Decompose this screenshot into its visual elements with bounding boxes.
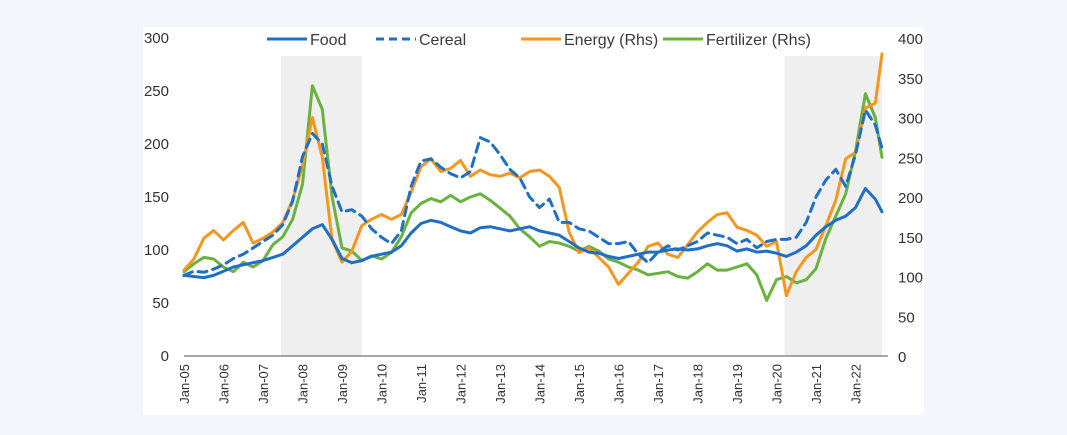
y2-tick-label: 50 [898, 309, 915, 326]
y2-tick-label: 150 [898, 230, 923, 247]
shaded-periods [280, 56, 882, 356]
x-tick-label: Jan-11 [414, 364, 429, 403]
x-tick-label: Jan-17 [651, 364, 666, 404]
y-tick-label: 150 [144, 189, 169, 206]
x-tick-label: Jan-06 [217, 364, 232, 404]
y-tick-label: 200 [144, 136, 169, 153]
left-axis: 0 50 100 150 200 250 300 [144, 30, 169, 365]
series-line-fertilizer-rhs [182, 84, 884, 302]
x-tick-label: Jan-09 [335, 364, 350, 404]
y2-tick-label: 250 [898, 150, 923, 167]
series-lines [182, 52, 884, 302]
x-tick-label: Jan-19 [730, 364, 745, 404]
y2-tick-label: 300 [898, 111, 923, 128]
x-tick-label: Jan-18 [691, 364, 706, 404]
x-tick-label: Jan-10 [375, 364, 390, 404]
series-line-food [182, 187, 884, 280]
x-tick-label: Jan-12 [454, 364, 469, 404]
series-line-energy-rhs [182, 52, 884, 298]
y2-tick-label: 100 [898, 270, 923, 287]
x-tick-label: Jan-14 [533, 364, 548, 404]
legend-label: Food [310, 32, 346, 49]
x-tick-label: Jan-15 [572, 364, 587, 404]
right-axis: 0 50 100 150 200 250 300 350 400 [898, 31, 923, 366]
line-chart: 0 50 100 150 200 250 300 0 50 100 150 200 250 300 350… [144, 30, 923, 404]
series-line-cereal [182, 108, 884, 277]
legend-label: Cereal [419, 32, 466, 49]
y2-tick-label: 400 [898, 31, 923, 48]
x-axis: Jan-05 Jan-06 Jan-07 Jan-08 Jan-09 Jan-10 Jan-… [177, 355, 888, 404]
x-tick-label: Jan-13 [493, 364, 508, 404]
x-tick-label: Jan-08 [296, 364, 311, 404]
y2-tick-label: 200 [898, 190, 923, 207]
y-tick-label: 300 [144, 30, 169, 47]
legend: Food Cereal Energy (Rhs) Fertilizer (Rhs) [267, 32, 811, 49]
y2-tick-label: 0 [898, 349, 906, 366]
x-tick-label: Jan-05 [177, 364, 192, 404]
x-tick-label: Jan-20 [770, 364, 785, 404]
shaded-period-0 [280, 56, 362, 356]
y-tick-label: 0 [161, 348, 169, 365]
y-tick-label: 100 [144, 242, 169, 259]
y-tick-label: 250 [144, 83, 169, 100]
chart-panel: 0 50 100 150 200 250 300 0 50 100 150 200 250 300 350… [143, 27, 924, 415]
x-tick-label: Jan-07 [256, 364, 271, 404]
x-tick-label: Jan-16 [612, 364, 627, 404]
y-tick-label: 50 [152, 295, 169, 312]
legend-label: Energy (Rhs) [564, 32, 658, 49]
legend-label: Fertilizer (Rhs) [706, 32, 811, 49]
y2-tick-label: 350 [898, 71, 923, 88]
x-tick-label: Jan-22 [849, 364, 864, 404]
x-tick-label: Jan-21 [809, 364, 824, 404]
